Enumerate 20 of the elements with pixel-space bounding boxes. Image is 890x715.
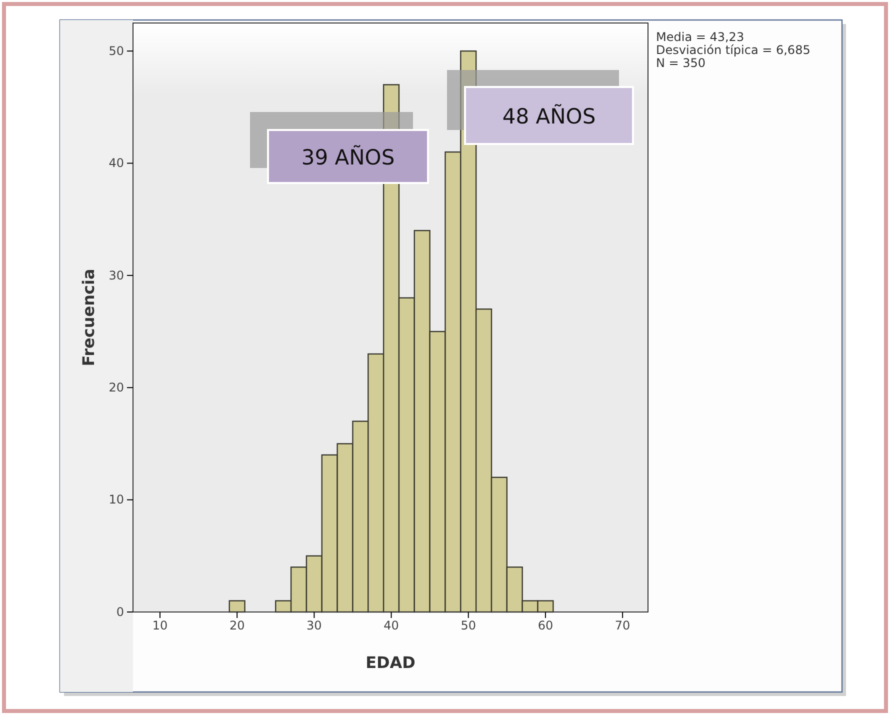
text: N = 350: [656, 56, 706, 70]
y-tick-label: 10: [108, 492, 124, 507]
y-tick-label: 40: [108, 156, 124, 170]
x-tick-label: 60: [538, 618, 554, 633]
x-tick-label: 40: [384, 618, 399, 633]
x-tick-label: 50: [460, 618, 476, 633]
x-tick-label: 30: [306, 618, 322, 633]
text: Media = 43,23: [656, 30, 744, 44]
y-tick-label: 30: [108, 268, 124, 282]
y-tick-label: 20: [108, 380, 124, 394]
x-tick-label: 20: [229, 618, 245, 633]
x-axis-title: EDAD: [366, 653, 416, 672]
y-tick-label: 50: [108, 44, 124, 58]
x-tick-label: 10: [152, 618, 168, 633]
annotation: 48 AÑOS: [502, 104, 596, 128]
text: Desviación típica = 6,685: [656, 43, 810, 57]
y-axis-title: Frecuencia: [79, 268, 98, 366]
y-tick-label: 0: [116, 604, 124, 619]
x-tick-label: 70: [614, 618, 630, 633]
annotation: 39 AÑOS: [301, 144, 395, 170]
